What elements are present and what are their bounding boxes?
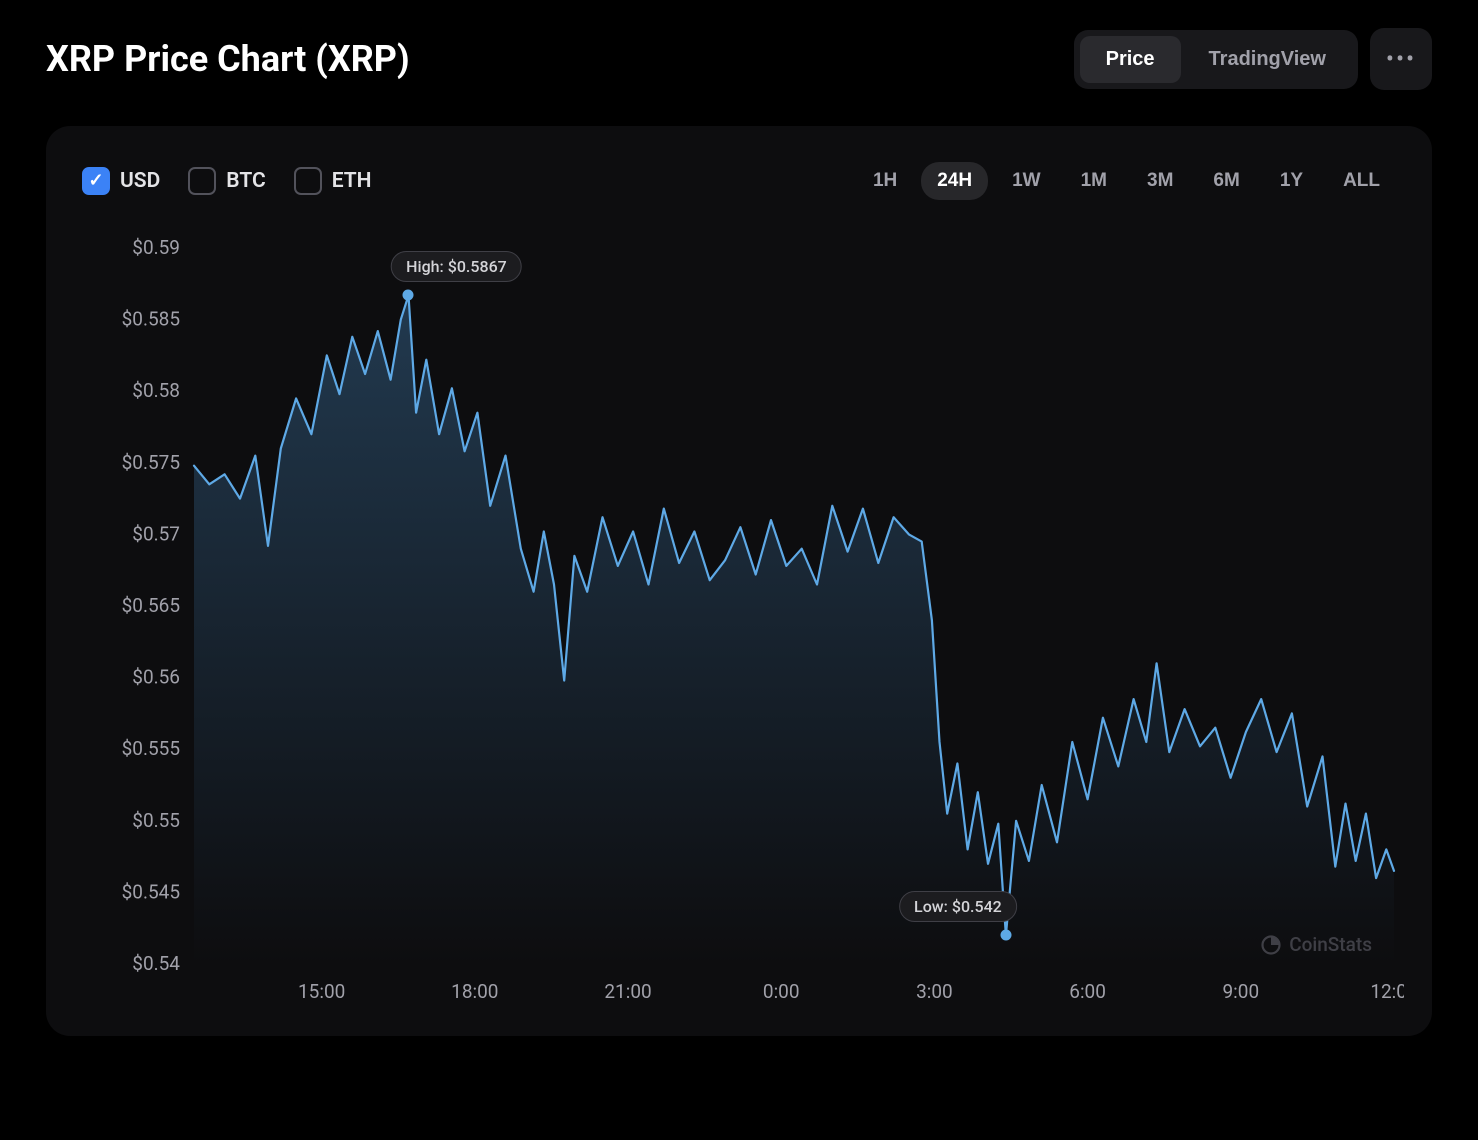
y-tick-label: $0.56 (132, 666, 180, 689)
currency-toggle-eth[interactable]: ETH (294, 167, 372, 195)
y-tick-label: $0.59 (132, 236, 180, 259)
y-tick-label: $0.57 (132, 522, 180, 545)
currency-toggle-usd[interactable]: USD (82, 167, 160, 195)
more-button[interactable]: ••• (1370, 28, 1432, 90)
y-tick-label: $0.585 (122, 308, 180, 331)
view-tab-price[interactable]: Price (1080, 36, 1181, 83)
checkbox-icon (82, 167, 110, 195)
currency-label: BTC (226, 169, 265, 193)
y-tick-label: $0.565 (122, 594, 180, 617)
x-tick-label: 9:00 (1222, 980, 1259, 1003)
high-marker-label: High: $0.5867 (406, 257, 507, 276)
chart-card: USD BTC ETH 1H24H1W1M3M6M1YALL $0.59 $0.585… (46, 126, 1432, 1036)
range-1h[interactable]: 1H (857, 162, 913, 200)
high-marker-pill: High: $0.5867 (391, 251, 522, 282)
range-6m[interactable]: 6M (1197, 162, 1255, 200)
view-tab-tradingview[interactable]: TradingView (1183, 36, 1352, 83)
x-tick-label: 6:00 (1069, 980, 1106, 1003)
page-title: XRP Price Chart (XRP) (46, 38, 410, 80)
high-marker-dot (403, 290, 414, 301)
x-tick-label: 21:00 (604, 980, 651, 1003)
x-tick-label: 12:00 (1370, 980, 1404, 1003)
range-1w[interactable]: 1W (996, 162, 1057, 200)
x-tick-label: 18:00 (451, 980, 498, 1003)
more-icon: ••• (1386, 45, 1416, 73)
y-tick-label: $0.55 (132, 809, 180, 832)
y-tick-label: $0.555 (122, 737, 180, 760)
x-tick-label: 3:00 (916, 980, 953, 1003)
checkbox-icon (188, 167, 216, 195)
currency-label: USD (120, 169, 160, 193)
low-marker-pill: Low: $0.542 (899, 891, 1017, 922)
range-1m[interactable]: 1M (1065, 162, 1123, 200)
view-tab-group: PriceTradingView (1074, 30, 1358, 89)
y-tick-label: $0.54 (132, 952, 180, 975)
currency-label: ETH (332, 169, 372, 193)
range-3m[interactable]: 3M (1131, 162, 1189, 200)
x-tick-label: 15:00 (298, 980, 345, 1003)
low-marker-dot (1000, 930, 1011, 941)
x-tick-label: 0:00 (763, 980, 800, 1003)
range-1y[interactable]: 1Y (1264, 162, 1319, 200)
y-tick-label: $0.545 (122, 880, 180, 903)
range-all[interactable]: ALL (1327, 162, 1396, 200)
time-range-group: 1H24H1W1M3M6M1YALL (857, 162, 1396, 200)
area-fill (194, 295, 1394, 964)
y-tick-label: $0.575 (122, 451, 180, 474)
low-marker-label: Low: $0.542 (914, 897, 1002, 916)
range-24h[interactable]: 24H (921, 162, 988, 200)
currency-group: USD BTC ETH (82, 167, 372, 195)
y-tick-label: $0.58 (132, 379, 180, 402)
checkbox-icon (294, 167, 322, 195)
currency-toggle-btc[interactable]: BTC (188, 167, 265, 195)
chart-area: $0.59 $0.585 $0.58 $0.575 $0.57 $0.565 $0.56 $0… (74, 228, 1404, 1008)
price-line-chart: $0.59 $0.585 $0.58 $0.575 $0.57 $0.565 $0.56 $0… (74, 228, 1404, 1008)
